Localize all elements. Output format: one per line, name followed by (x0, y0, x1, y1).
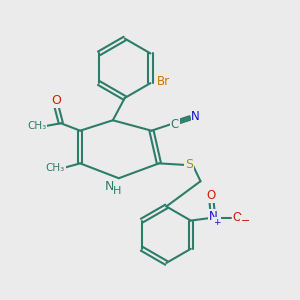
Text: N: N (105, 180, 115, 193)
Text: Br: Br (157, 75, 170, 88)
Text: −: − (241, 216, 250, 226)
Text: +: + (213, 218, 220, 227)
Text: O: O (206, 189, 216, 202)
Text: H: H (113, 186, 122, 196)
Text: C: C (171, 118, 179, 131)
Text: N: N (209, 210, 218, 223)
Text: CH₃: CH₃ (46, 163, 65, 173)
Text: N: N (191, 110, 200, 123)
Text: CH₃: CH₃ (27, 121, 47, 131)
Text: O: O (232, 211, 242, 224)
Text: O: O (51, 94, 61, 107)
Text: S: S (185, 158, 193, 171)
